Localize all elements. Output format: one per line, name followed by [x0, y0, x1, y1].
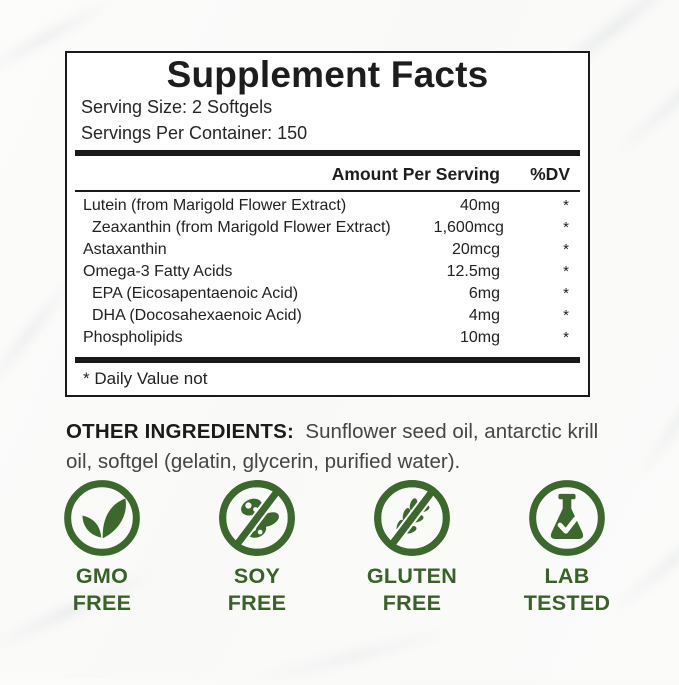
badge-gmo-free: GMO FREE: [27, 479, 177, 617]
daily-value-footnote: * Daily Value not: [83, 369, 208, 388]
other-ingredients-text-line1: Sunflower seed oil, antarctic krill: [305, 419, 599, 443]
marble-vein: [634, 354, 679, 482]
nutrient-name: DHA (Docosahexaenoic Acid): [92, 307, 302, 324]
nutrient-dv: *: [563, 197, 569, 214]
badge-label-line1: LAB: [544, 564, 590, 588]
badge-label-line1: GMO: [75, 564, 129, 588]
no-soy-icon: [219, 480, 295, 556]
thin-divider: [75, 190, 580, 192]
nutrient-row: Zeaxanthin (from Marigold Flower Extract…: [75, 217, 580, 239]
nutrient-name: Phospholipids: [83, 329, 183, 346]
nutrient-amount: 40mg: [459, 197, 500, 214]
badge-label-line1: SOY: [233, 564, 281, 588]
badge-label-line2: FREE: [72, 591, 132, 615]
supplement-facts-panel: Supplement Facts Serving Size: 2 Softgel…: [65, 51, 590, 397]
nutrient-name: Astaxanthin: [83, 241, 167, 258]
nutrient-name: EPA (Eicosapentaenoic Acid): [92, 285, 299, 302]
lab-flask-icon: [529, 480, 605, 556]
nutrient-row: Phospholipids 10mg *: [75, 327, 580, 349]
marble-vein: [611, 40, 679, 160]
column-header-amount: Amount Per Serving: [331, 164, 500, 184]
servings-per-container: Servings Per Container: 150: [81, 122, 308, 143]
other-ingredients-text-line2: oil, softgel (gelatin, glycerin, purifie…: [66, 450, 461, 473]
nutrient-row: Omega-3 Fatty Acids 12.5mg *: [75, 261, 580, 283]
column-header-dv: %DV: [530, 164, 570, 184]
nutrient-row: EPA (Eicosapentaenoic Acid) 6mg *: [75, 283, 580, 305]
nutrient-amount: 20mcg: [451, 241, 500, 258]
nutrient-row: Astaxanthin 20mcg *: [75, 239, 580, 261]
nutrient-dv: *: [563, 307, 569, 324]
nutrient-dv: *: [563, 329, 569, 346]
nutrient-row: DHA (Docosahexaenoic Acid) 4mg *: [75, 305, 580, 327]
badge-gluten-free: GLUTEN FREE: [337, 479, 487, 617]
nutrient-amount: 6mg: [468, 285, 500, 302]
nutrient-amount: 4mg: [468, 307, 500, 324]
badge-label: GMO FREE: [27, 563, 177, 617]
nutrient-name: Omega-3 Fatty Acids: [83, 263, 233, 280]
badge-label-line2: TESTED: [523, 591, 611, 615]
thick-divider: [75, 357, 580, 363]
marble-vein: [252, 626, 458, 685]
other-ingredients-label: OTHER INGREDIENTS:: [66, 419, 294, 443]
nutrient-dv: *: [563, 263, 569, 280]
nutrient-name: Zeaxanthin (from Marigold Flower Extract…: [92, 219, 391, 236]
panel-title: Supplement Facts: [166, 54, 489, 95]
nutrient-dv: *: [563, 285, 569, 302]
table-header-row: Amount Per Serving %DV: [75, 156, 580, 190]
serving-size: Serving Size: 2 Softgels: [81, 97, 273, 117]
nutrient-rows: Lutein (from Marigold Flower Extract) 40…: [75, 192, 580, 353]
nutrient-dv: *: [563, 219, 569, 236]
badge-soy-free: SOY FREE: [182, 479, 332, 617]
nutrient-name: Lutein (from Marigold Flower Extract): [83, 197, 347, 214]
nutrient-dv: *: [563, 241, 569, 258]
badge-label: GLUTEN FREE: [337, 563, 487, 617]
badge-label-line2: FREE: [382, 591, 442, 615]
badge-label-line2: FREE: [227, 591, 287, 615]
nutrient-amount: 12.5mg: [446, 263, 500, 280]
nutrient-row: Lutein (from Marigold Flower Extract) 40…: [75, 195, 580, 217]
badge-label-line1: GLUTEN: [366, 564, 458, 588]
other-ingredients: OTHER INGREDIENTS: Sunflower seed oil, a…: [66, 417, 628, 478]
thick-divider: [75, 150, 580, 156]
no-gluten-icon: [374, 480, 450, 556]
badge-lab-tested: LAB TESTED: [492, 479, 642, 617]
badge-label: LAB TESTED: [492, 563, 642, 617]
gmo-leaf-icon: [64, 480, 140, 556]
nutrient-amount: 1,600mcg: [433, 219, 504, 236]
badge-label: SOY FREE: [182, 563, 332, 617]
nutrient-amount: 10mg: [459, 329, 500, 346]
